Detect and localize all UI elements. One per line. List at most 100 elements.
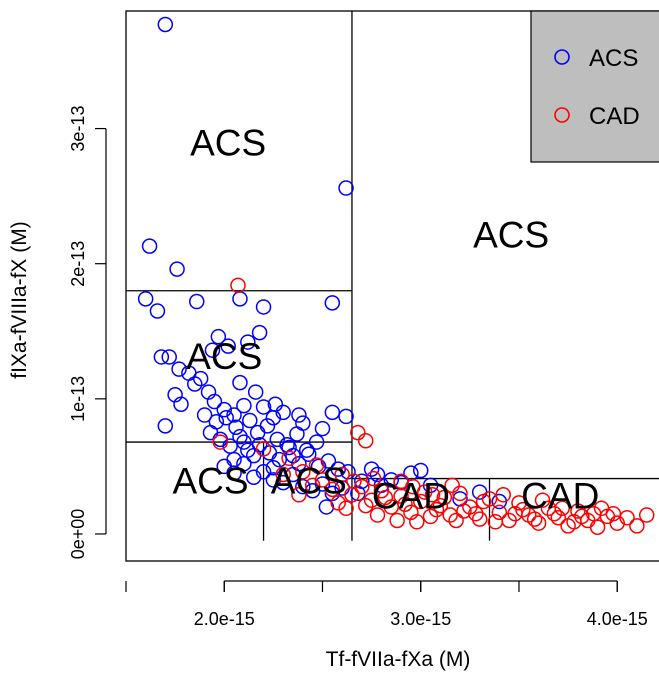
point-cad-62 (468, 505, 484, 522)
point-cad-79 (393, 473, 409, 490)
point-acs-42 (251, 437, 268, 453)
legend-marker-acs (554, 49, 570, 65)
point-acs-35 (338, 408, 354, 425)
point-cad-40 (629, 518, 645, 534)
point-acs-74 (208, 414, 225, 430)
point-cad-73 (346, 473, 362, 490)
point-acs-32 (295, 415, 311, 431)
point-acs-2 (141, 238, 158, 254)
point-cad-1 (357, 432, 374, 449)
point-cad-4 (255, 441, 272, 457)
point-acs-3 (169, 261, 185, 277)
point-cad-57 (369, 507, 386, 523)
point-acs-24 (157, 418, 174, 434)
plot-area: ACS ACS ACS ACS ACS CAD CAD ACS CAD (125, 10, 659, 562)
y-axis-title: fIXa-fVIIIa-fX (M) (8, 221, 31, 379)
point-cad-50 (475, 493, 492, 510)
point-acs-88 (363, 461, 380, 477)
point-cad-39 (619, 510, 635, 526)
y-tick-label-1: 1e-13 (68, 376, 88, 422)
point-acs-14 (220, 338, 236, 354)
region-label-1: ACS (190, 123, 266, 164)
point-acs-31 (275, 404, 291, 421)
region-label-5: ACS (271, 460, 347, 501)
point-acs-81 (267, 396, 284, 412)
region-label-6: CAD (372, 475, 450, 516)
point-cad-22 (452, 485, 468, 502)
point-cad-30 (530, 515, 547, 531)
legend-label-acs: ACS (589, 45, 638, 72)
point-acs-33 (314, 420, 331, 437)
y-axis: 0e+00 1e-13 2e-13 3e-13 (68, 106, 107, 560)
x-tick-label-0: 2.0e-15 (194, 609, 255, 629)
legend-box (530, 10, 659, 163)
region-label-4: ACS (172, 460, 248, 501)
point-acs-82 (291, 407, 307, 423)
point-acs-76 (228, 419, 244, 435)
point-acs-68 (259, 418, 276, 434)
region-label-3: ACS (186, 336, 262, 377)
point-cad-41 (638, 507, 655, 523)
point-cad-72 (291, 487, 307, 503)
point-cad-55 (574, 508, 590, 525)
point-cad-66 (546, 505, 563, 522)
partition-lines (126, 11, 659, 541)
point-cad-49 (456, 503, 472, 519)
y-tick-label-3: 3e-13 (68, 106, 88, 152)
point-cad-34 (570, 503, 586, 519)
point-acs-29 (255, 399, 272, 415)
point-acs-4 (137, 291, 154, 307)
point-acs-21 (187, 376, 203, 392)
point-acs-56 (255, 464, 272, 480)
y-tick-label-2: 2e-13 (68, 241, 88, 287)
point-acs-1 (338, 180, 354, 196)
y-tick-label-0: 0e+00 (68, 509, 88, 560)
point-cad-18 (412, 493, 429, 510)
point-cad-38 (609, 515, 625, 531)
point-cad-16 (393, 488, 409, 504)
point-cad-63 (487, 514, 504, 530)
point-cad-61 (448, 512, 464, 529)
point-acs-66 (236, 434, 252, 450)
legend-marker-cad (554, 107, 570, 123)
point-acs-62 (314, 476, 331, 492)
point-cad-6 (308, 457, 325, 473)
point-acs-58 (275, 474, 291, 491)
point-cad-44 (357, 497, 374, 514)
point-acs-12 (240, 334, 256, 350)
point-acs-55 (245, 469, 262, 485)
point-cad-77 (444, 477, 460, 494)
point-cad-64 (507, 505, 523, 522)
point-cad-76 (424, 487, 441, 503)
point-acs-89 (412, 462, 429, 479)
legend: ACS CAD (530, 10, 659, 163)
point-acs-83 (369, 466, 386, 483)
point-cad-74 (365, 470, 382, 487)
point-acs-6 (188, 293, 205, 310)
point-acs-34 (324, 404, 341, 421)
point-acs-8 (324, 295, 341, 311)
point-cad-9 (324, 481, 341, 498)
point-acs-71 (289, 426, 305, 442)
point-acs-25 (206, 393, 223, 410)
point-cad-59 (409, 514, 425, 530)
point-acs-77 (242, 412, 258, 429)
point-cad-46 (397, 496, 413, 512)
legend-label-cad: CAD (589, 103, 640, 130)
point-cad-7 (334, 466, 350, 483)
point-cad-26 (491, 504, 508, 521)
point-cad-65 (526, 511, 543, 527)
point-cad-20 (432, 497, 449, 514)
point-acs-60 (295, 478, 311, 495)
point-acs-75 (218, 410, 234, 426)
point-acs-7 (232, 291, 248, 307)
point-cad-24 (471, 511, 488, 527)
point-cad-3 (212, 434, 229, 450)
x-tick-label-2: 4.0e-15 (587, 609, 648, 629)
point-acs-73 (308, 434, 325, 450)
point-acs-72 (299, 442, 315, 458)
x-axis-title: Tf-fVIIa-fXa (M) (326, 648, 471, 671)
point-acs-10 (210, 328, 227, 345)
data-points (137, 16, 655, 535)
point-cad-43 (338, 500, 354, 517)
